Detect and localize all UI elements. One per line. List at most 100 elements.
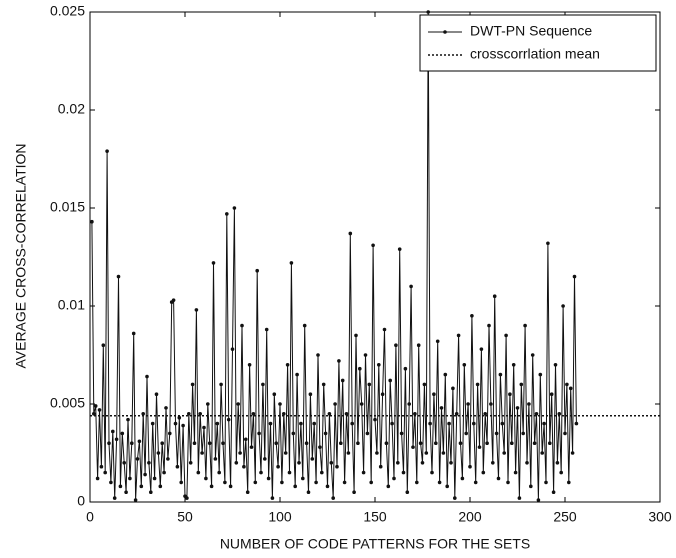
data-point bbox=[460, 476, 465, 481]
data-point bbox=[200, 451, 204, 455]
data-point bbox=[453, 496, 457, 500]
data-point bbox=[369, 480, 374, 485]
data-point bbox=[464, 431, 469, 436]
data-point bbox=[261, 382, 265, 387]
data-point bbox=[534, 412, 539, 416]
data-point bbox=[143, 472, 147, 477]
data-point bbox=[196, 470, 201, 475]
data-point bbox=[304, 441, 309, 446]
data-point bbox=[278, 402, 282, 406]
data-point bbox=[447, 421, 451, 426]
data-point bbox=[542, 421, 546, 426]
data-point bbox=[251, 412, 256, 416]
data-point bbox=[272, 392, 277, 397]
data-point bbox=[445, 484, 450, 489]
data-point bbox=[342, 480, 347, 485]
data-point bbox=[207, 441, 212, 446]
data-point bbox=[297, 461, 301, 465]
data-point bbox=[124, 490, 128, 495]
data-point bbox=[253, 480, 258, 485]
data-point bbox=[367, 382, 372, 387]
data-point bbox=[107, 441, 111, 446]
data-point bbox=[339, 441, 343, 446]
data-point bbox=[375, 451, 379, 455]
x-tick-label: 100 bbox=[268, 509, 292, 525]
data-point bbox=[494, 431, 499, 436]
data-point bbox=[424, 451, 429, 455]
y-tick-label: 0.005 bbox=[50, 395, 85, 411]
data-point bbox=[255, 268, 259, 273]
data-point bbox=[114, 437, 119, 442]
data-point bbox=[274, 441, 279, 446]
data-point bbox=[130, 441, 134, 446]
data-point bbox=[154, 392, 159, 397]
data-point bbox=[293, 484, 298, 489]
data-point bbox=[435, 339, 440, 344]
data-point bbox=[228, 484, 233, 489]
legend-label: crosscorrlation mean bbox=[470, 46, 600, 62]
data-point bbox=[382, 327, 387, 332]
data-point bbox=[358, 366, 362, 371]
data-point bbox=[230, 347, 235, 351]
data-point bbox=[194, 308, 199, 312]
data-point bbox=[487, 323, 491, 328]
legend-label: DWT-PN Sequence bbox=[470, 23, 592, 39]
data-point bbox=[502, 451, 507, 455]
data-point bbox=[101, 343, 106, 348]
data-point bbox=[572, 274, 577, 279]
data-point bbox=[500, 421, 505, 426]
data-point bbox=[268, 421, 273, 426]
x-tick-label: 200 bbox=[458, 509, 482, 525]
data-point bbox=[283, 451, 288, 455]
data-point bbox=[411, 445, 415, 449]
data-point bbox=[198, 412, 202, 416]
data-point bbox=[97, 408, 102, 412]
data-point bbox=[483, 412, 488, 416]
data-point bbox=[175, 464, 180, 469]
data-point bbox=[316, 353, 320, 357]
data-point bbox=[95, 476, 100, 481]
data-point bbox=[559, 470, 563, 475]
data-point bbox=[470, 314, 474, 318]
data-point bbox=[515, 406, 520, 410]
data-point bbox=[185, 496, 189, 500]
data-point bbox=[116, 274, 121, 279]
data-point bbox=[325, 484, 330, 489]
data-point bbox=[548, 441, 552, 446]
data-point bbox=[409, 284, 413, 289]
data-point bbox=[468, 464, 472, 469]
data-point bbox=[529, 484, 533, 489]
data-point bbox=[137, 439, 142, 444]
data-point bbox=[202, 425, 206, 430]
data-point bbox=[105, 149, 109, 153]
data-point bbox=[204, 476, 208, 481]
data-point bbox=[557, 412, 562, 416]
data-point bbox=[209, 484, 214, 489]
data-point bbox=[489, 402, 493, 406]
data-point bbox=[295, 372, 299, 377]
data-point bbox=[333, 402, 337, 406]
data-point bbox=[215, 421, 220, 426]
data-point bbox=[308, 392, 313, 397]
data-point bbox=[506, 480, 510, 485]
data-point bbox=[416, 343, 421, 348]
data-point bbox=[93, 404, 98, 408]
data-point bbox=[477, 445, 482, 449]
data-point bbox=[118, 484, 123, 489]
data-point bbox=[337, 359, 341, 363]
data-point bbox=[92, 412, 96, 416]
data-point bbox=[544, 480, 548, 485]
x-tick-label: 250 bbox=[553, 509, 577, 525]
data-point bbox=[466, 402, 470, 406]
data-point bbox=[574, 421, 579, 426]
data-point bbox=[280, 480, 284, 485]
data-point bbox=[120, 431, 125, 436]
data-point bbox=[226, 417, 231, 422]
data-point bbox=[530, 353, 535, 357]
data-point bbox=[356, 441, 360, 446]
data-point bbox=[217, 470, 221, 475]
data-point bbox=[399, 431, 404, 436]
data-point bbox=[240, 323, 244, 328]
data-point bbox=[472, 421, 476, 426]
data-point bbox=[181, 423, 185, 428]
